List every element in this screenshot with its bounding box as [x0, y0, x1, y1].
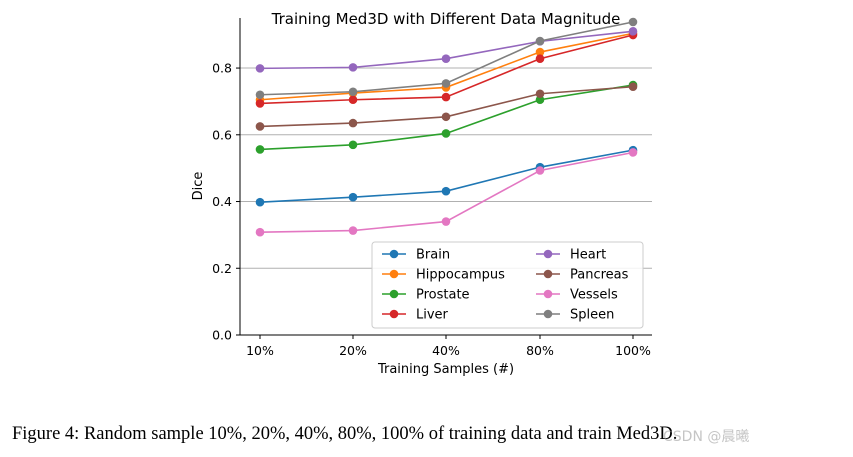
- y-ticks: 0.0 0.2 0.4 0.6 0.8: [212, 61, 240, 343]
- y-tick-label: 0.6: [212, 127, 232, 142]
- y-axis-label: Dice: [191, 172, 206, 201]
- x-tick-label: 10%: [246, 343, 274, 358]
- x-tick-label: 80%: [526, 343, 554, 358]
- data-point-liver: [535, 54, 545, 64]
- data-point-pancreas: [255, 122, 265, 131]
- data-point-spleen: [348, 87, 358, 97]
- legend-marker: [543, 289, 553, 299]
- data-point-spleen: [535, 36, 545, 46]
- series-spleen: [255, 17, 638, 100]
- data-point-heart: [441, 54, 451, 64]
- data-point-vessels: [628, 148, 638, 157]
- legend-item-prostate: Prostate: [382, 288, 470, 303]
- data-point-vessels: [255, 227, 265, 237]
- data-point-hippocampus: [535, 47, 545, 57]
- y-tick-label: 0.4: [212, 194, 232, 209]
- data-point-pancreas: [535, 89, 545, 99]
- data-point-heart: [628, 27, 638, 36]
- watermark: CSDN @晨曦: [663, 429, 750, 445]
- data-point-pancreas: [628, 82, 638, 92]
- x-axis-label: Training Samples (#): [377, 362, 514, 377]
- data-point-spleen: [255, 90, 265, 100]
- legend-label: Brain: [416, 248, 450, 263]
- x-tick-label: 100%: [615, 343, 651, 358]
- series-brain: [255, 145, 638, 207]
- series-vessels: [255, 148, 638, 237]
- legend-item-liver: Liver: [382, 308, 449, 323]
- data-point-brain: [348, 192, 358, 202]
- y-tick-label: 0.8: [212, 61, 232, 76]
- data-point-brain: [441, 186, 451, 196]
- chart: 0.0 0.2 0.4 0.6 0.8 10% 20% 40% 80% 100% Trainin…: [191, 10, 652, 377]
- data-point-heart: [348, 63, 358, 72]
- data-point-brain: [255, 197, 265, 207]
- data-point-prostate: [441, 129, 451, 138]
- x-ticks: 10% 20% 40% 80% 100%: [246, 335, 651, 358]
- data-point-pancreas: [348, 118, 358, 128]
- legend-label: Spleen: [570, 308, 614, 323]
- legend-item-heart: Heart: [536, 248, 606, 263]
- y-tick-label: 0.0: [212, 328, 232, 343]
- x-tick-label: 20%: [339, 343, 367, 358]
- data-point-liver: [348, 95, 358, 105]
- series-heart: [255, 27, 638, 73]
- series-lines: [255, 17, 638, 237]
- data-point-spleen: [441, 79, 451, 88]
- legend-label: Pancreas: [570, 268, 629, 283]
- legend-box: [371, 241, 644, 329]
- data-point-heart: [255, 64, 265, 73]
- legend-marker: [389, 309, 399, 319]
- legend-marker: [543, 249, 553, 259]
- data-point-liver: [441, 92, 451, 102]
- legend-marker: [389, 269, 399, 279]
- legend-marker: [389, 249, 399, 259]
- data-point-pancreas: [441, 112, 451, 122]
- legend-item-brain: Brain: [382, 248, 450, 263]
- data-point-prostate: [535, 95, 545, 105]
- data-point-vessels: [535, 166, 545, 175]
- legend-item-pancreas: Pancreas: [536, 268, 629, 283]
- data-point-vessels: [441, 217, 451, 226]
- x-tick-label: 40%: [432, 343, 460, 358]
- legend-item-vessels: Vessels: [536, 288, 618, 303]
- legend-marker: [389, 289, 399, 299]
- legend-label: Heart: [570, 248, 606, 263]
- legend-item-hippocampus: Hippocampus: [382, 268, 505, 283]
- data-point-liver: [255, 99, 265, 108]
- legend-marker: [543, 309, 553, 319]
- chart-title: Training Med3D with Different Data Magni…: [271, 10, 621, 28]
- figure-caption: Figure 4: Random sample 10%, 20%, 40%, 8…: [12, 424, 678, 444]
- y-tick-label: 0.2: [212, 261, 232, 276]
- series-pancreas: [255, 82, 638, 131]
- legend: Brain Hippocampus Prostate Liver Heart Pancre…: [371, 241, 644, 329]
- legend-marker: [543, 269, 553, 279]
- legend-label: Vessels: [570, 288, 618, 303]
- legend-label: Prostate: [416, 288, 470, 303]
- legend-label: Hippocampus: [416, 268, 505, 283]
- data-point-spleen: [628, 17, 638, 27]
- legend-label: Liver: [416, 308, 449, 323]
- data-point-prostate: [255, 145, 265, 154]
- data-point-prostate: [348, 140, 358, 150]
- data-point-vessels: [348, 226, 358, 235]
- legend-item-spleen: Spleen: [536, 308, 614, 323]
